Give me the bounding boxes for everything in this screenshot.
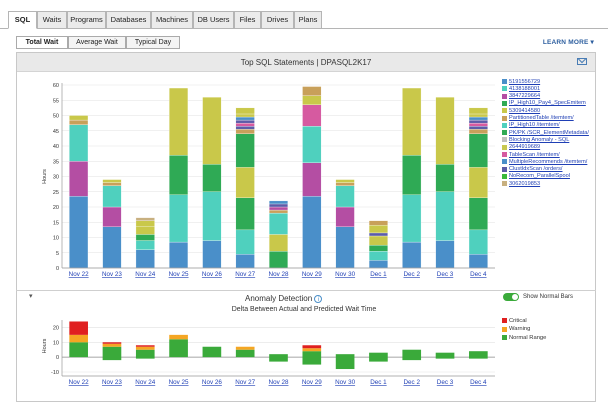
- legend-link[interactable]: IP_High10_Pay4_SpecEmitem: [509, 100, 586, 107]
- legend-swatch: [502, 152, 507, 157]
- legend-swatch: [502, 100, 507, 106]
- legend-swatch: [502, 86, 507, 92]
- legend-swatch: [502, 173, 507, 179]
- tab-db-users[interactable]: DB Users: [193, 11, 234, 28]
- top-sql-title: Top SQL Statements | DPASQL2K17: [17, 58, 595, 67]
- anomaly-legend-swatch: [502, 335, 507, 340]
- legend-swatch: [502, 137, 507, 143]
- tab-files[interactable]: Files: [234, 11, 261, 28]
- subtab-average-wait[interactable]: Average Wait: [68, 36, 126, 49]
- legend-link[interactable]: 2644919689: [509, 144, 541, 151]
- legend-swatch: [502, 144, 507, 150]
- legend-link[interactable]: IP_High10 /itemtem/: [509, 122, 560, 129]
- chart-title: Top SQL Statements: [240, 58, 315, 67]
- anomaly-legend-swatch: [502, 318, 507, 323]
- tab-underline: [0, 28, 608, 29]
- legend-link[interactable]: ClustIdxScan /orders/: [509, 166, 563, 173]
- learn-more-chevron-icon: ▾: [590, 39, 594, 46]
- anomaly-subtitle: Delta Between Actual and Predicted Wait …: [231, 306, 377, 313]
- tab-machines[interactable]: Machines: [151, 11, 193, 28]
- tab-sql[interactable]: SQL: [8, 11, 37, 29]
- legend-swatch: [502, 122, 507, 128]
- legend-link[interactable]: MultipleRecommends /itemtem/: [509, 158, 588, 165]
- legend-swatch: [502, 93, 507, 99]
- legend-swatch: [502, 79, 507, 84]
- legend-swatch: [502, 108, 507, 114]
- legend-link[interactable]: 3062019853: [509, 180, 541, 187]
- tab-programs[interactable]: Programs: [67, 11, 106, 28]
- legend-swatch: [502, 130, 507, 136]
- learn-more-link[interactable]: LEARN MORE ▾: [543, 38, 594, 46]
- tab-plans[interactable]: Plans: [294, 11, 322, 28]
- subtab-total-wait[interactable]: Total Wait: [16, 36, 68, 49]
- collapse-arrow-icon[interactable]: ▾: [29, 293, 33, 300]
- top-sql-header: Top SQL Statements | DPASQL2K17: [17, 53, 595, 72]
- tab-drives[interactable]: Drives: [261, 11, 294, 28]
- tab-waits[interactable]: Waits: [37, 11, 67, 28]
- legend-link[interactable]: 3847229664: [509, 93, 541, 100]
- legend-swatch: [502, 115, 507, 121]
- legend-link[interactable]: NoRecom_ParallelSpool: [509, 173, 570, 180]
- learn-more-label: LEARN MORE: [542, 39, 589, 46]
- legend-link[interactable]: PK/PK /SCR_ElementMetadata/: [509, 129, 589, 136]
- anomaly-legend-label: Critical: [509, 317, 527, 324]
- tab-databases[interactable]: Databases: [106, 11, 151, 28]
- legend-link[interactable]: 4138188001: [509, 85, 541, 92]
- legend-swatch: [502, 181, 507, 187]
- show-normal-toggle[interactable]: [503, 293, 519, 301]
- info-icon[interactable]: i: [314, 294, 323, 303]
- show-normal-label: Show Normal Bars: [523, 294, 574, 300]
- email-icon[interactable]: [577, 58, 587, 65]
- anomaly-title: Anomaly Detection i: [245, 294, 323, 303]
- title-separator: |: [316, 58, 319, 67]
- anomaly-legend-label: Normal Range: [509, 334, 547, 341]
- anomaly-legend-swatch: [502, 326, 507, 332]
- legend-link[interactable]: 5309414580: [509, 107, 541, 114]
- anomaly-title-label: Anomaly Detection: [245, 294, 313, 303]
- anomaly-legend-label: Warning: [509, 326, 531, 332]
- legend-link[interactable]: PartitionedTable /itemtem/: [509, 115, 574, 121]
- legend-link[interactable]: TableScan /itemtem/: [509, 151, 560, 158]
- legend-link[interactable]: 5191556729: [509, 78, 541, 85]
- subtab-typical-day[interactable]: Typical Day: [126, 36, 180, 49]
- legend-swatch: [502, 159, 507, 165]
- wait-type-toggle: Total Wait Average Wait Typical Day: [16, 36, 180, 49]
- main-tab-bar: SQL Waits Programs Databases Machines DB…: [0, 0, 608, 29]
- section-divider: [16, 290, 596, 291]
- toggle-knob: [512, 294, 518, 300]
- legend-link[interactable]: Blocking Anomaly - SQL: [509, 136, 570, 143]
- legend-swatch: [502, 166, 507, 172]
- instance-name: DPASQL2K17: [320, 58, 372, 67]
